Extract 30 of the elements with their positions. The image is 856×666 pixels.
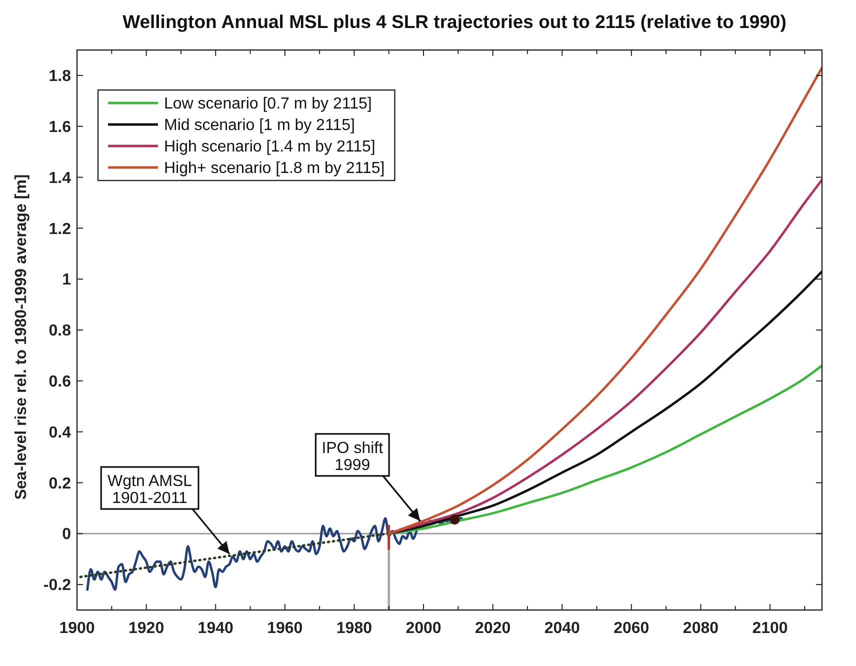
- x-tick-label: 2040: [544, 620, 580, 637]
- annotation: Wgtn AMSL 1901-2011: [108, 473, 192, 507]
- x-tick-label: 2000: [406, 620, 442, 637]
- x-tick-label: 2020: [475, 620, 511, 637]
- x-tick-label: 2080: [682, 620, 719, 637]
- y-axis-title: Sea-level rise rel. to 1980-1999 average [m]: [13, 174, 30, 500]
- legend-label: Mid scenario [1 m by 2115]: [164, 117, 355, 134]
- y-tick-label: 0: [62, 526, 72, 544]
- annotation: IPO shift 1999: [322, 440, 384, 474]
- y-tick-label: 1.8: [48, 68, 72, 86]
- chart-title: Wellington Annual MSL plus 4 SLR trajectories out to 2115 (relative to 1990): [122, 11, 786, 32]
- legend-label: High+ scenario [1.8 m by 2115]: [164, 160, 385, 178]
- x-tick-label: 1960: [267, 620, 303, 637]
- y-tick-label: 0.2: [48, 475, 72, 492]
- x-tick-label: 2060: [614, 620, 650, 637]
- x-tick-label: 1980: [336, 620, 372, 637]
- legend-label: Low scenario [0.7 m by 2115]: [164, 96, 372, 113]
- x-tick-label: 1940: [198, 620, 234, 637]
- y-tick-label: 1.2: [48, 220, 72, 238]
- y-tick-label: 0.4: [48, 424, 72, 442]
- legend-label: High scenario [1.4 m by 2115]: [164, 138, 376, 156]
- y-tick-label: 1: [62, 272, 72, 289]
- x-tick-label: 2100: [752, 620, 788, 637]
- x-tick-label: 1920: [128, 620, 164, 637]
- y-tick-label: 1.6: [48, 118, 72, 136]
- x-tick-label: 1900: [59, 620, 95, 637]
- y-tick-label: 0.8: [48, 322, 72, 340]
- y-tick-label: 1.4: [48, 170, 72, 187]
- y-tick-label: 0.6: [48, 374, 72, 391]
- y-tick-label: -0.2: [43, 577, 72, 594]
